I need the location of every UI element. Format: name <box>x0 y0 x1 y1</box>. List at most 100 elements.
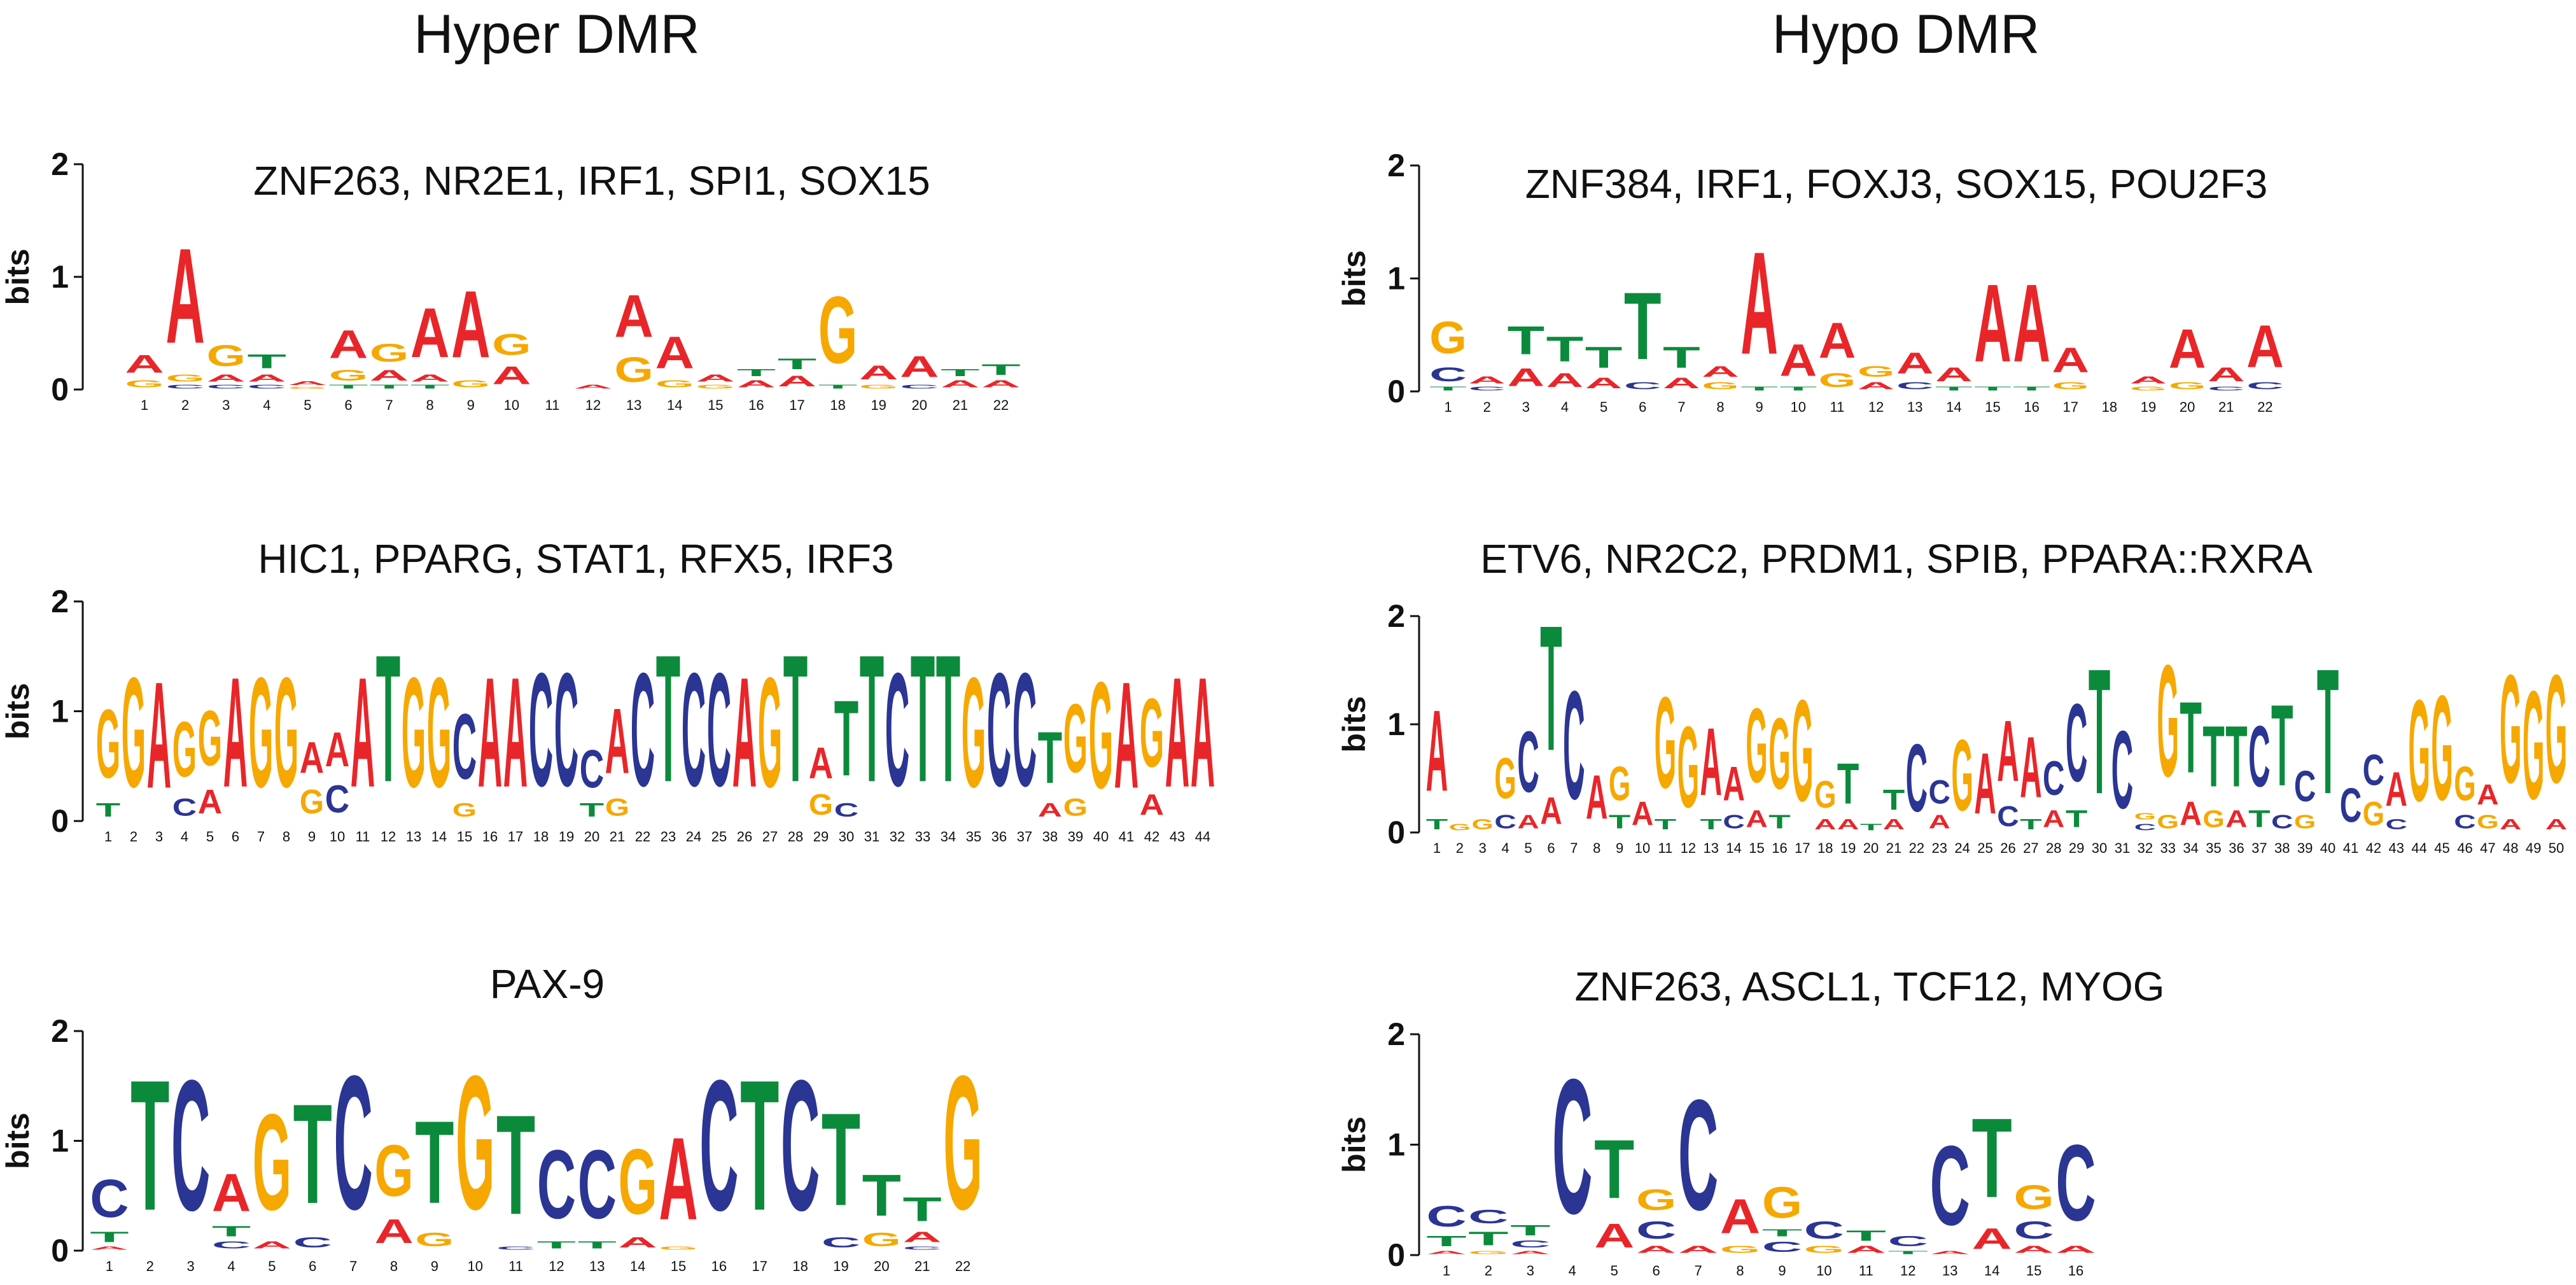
logo-letter-C: C <box>1429 363 1467 386</box>
logo-letter-A: A <box>1846 1244 1886 1255</box>
logo-letter-C: C <box>2066 681 2087 805</box>
logo-letter-A: A <box>2225 806 2247 832</box>
logo-letter-G: G <box>1063 684 1088 793</box>
logo-letter-T: T <box>1974 386 2012 391</box>
y-tick-label: 1 <box>1387 261 1405 297</box>
logo-letter-A: A <box>737 378 776 390</box>
logo-letter-T: T <box>2089 631 2110 831</box>
position-label: 16 <box>1772 840 1787 856</box>
y-tick-label: 2 <box>51 146 69 182</box>
logo-panel-2: HIC1, PPARG, STAT1, RFX5, IRF3012bitsTG1… <box>0 536 1215 845</box>
logo-letter-A: A <box>2500 816 2521 832</box>
position-label: 15 <box>671 1258 686 1274</box>
position-label: 47 <box>2480 840 2495 856</box>
position-label: 3 <box>155 829 163 845</box>
logo-letter-C: C <box>1804 1217 1844 1244</box>
logo-letter-T: T <box>212 1223 251 1240</box>
logo-letter-A: A <box>1585 374 1623 391</box>
logo-letter-A: A <box>1896 347 1934 381</box>
logo-letter-C: C <box>900 384 939 390</box>
position-label: 4 <box>1569 1263 1576 1279</box>
logo-letter-G: G <box>758 645 782 820</box>
position-label: 12 <box>549 1258 564 1274</box>
position-label: 22 <box>2257 399 2272 415</box>
logo-letter-C: C <box>1494 811 1516 832</box>
y-axis-label: bits <box>0 1113 36 1169</box>
position-label: 11 <box>508 1258 523 1274</box>
position-label: 26 <box>737 829 752 845</box>
logo-letter-C: C <box>781 1041 820 1249</box>
position-label: 13 <box>1942 1263 1957 1279</box>
logo-letter-A: A <box>1837 816 1859 832</box>
position-label: 40 <box>1093 829 1109 845</box>
logo-letter-A: A <box>1819 312 1856 369</box>
logo-letter-C: C <box>1906 724 1928 832</box>
logo-letter-G: G <box>253 1086 291 1239</box>
position-label: 2 <box>181 397 189 413</box>
position-label: 27 <box>762 829 778 845</box>
position-label: 16 <box>2024 399 2039 415</box>
logo-letter-A: A <box>325 722 349 777</box>
logo-letter-G: G <box>456 1036 494 1250</box>
position-label: 16 <box>2068 1263 2083 1279</box>
logo-letter-A: A <box>1746 806 1767 832</box>
logo-title: ZNF384, IRF1, FOXJ3, SOX15, POU2F3 <box>1525 161 2268 207</box>
logo-letter-G: G <box>655 378 694 390</box>
logo-title: ETV6, NR2C2, PRDM1, SPIB, PPARA::RXRA <box>1480 536 2313 582</box>
position-label: 19 <box>559 829 574 845</box>
y-axis-label: bits <box>1336 250 1372 307</box>
position-label: 6 <box>1653 1263 1660 1279</box>
position-label: 19 <box>871 397 886 413</box>
position-label: 8 <box>283 829 290 845</box>
logo-panel-5: ETV6, NR2C2, PRDM1, SPIB, PPARA::RXRA012… <box>1336 536 2567 856</box>
position-label: 1 <box>1444 399 1452 415</box>
logo-letter-T: T <box>1837 752 1859 817</box>
logo-letter-G: G <box>1472 817 1494 832</box>
y-tick-label: 2 <box>51 584 69 619</box>
position-label: 13 <box>1907 399 1922 415</box>
position-label: 2 <box>130 829 137 845</box>
position-label: 5 <box>1611 1263 1618 1279</box>
position-label: 3 <box>187 1258 195 1274</box>
logo-letter-C: C <box>834 799 858 821</box>
position-label: 36 <box>2229 840 2244 856</box>
position-label: 3 <box>222 397 230 413</box>
logo-letter-A: A <box>288 381 328 386</box>
logo-letter-C: C <box>496 1245 535 1251</box>
logo-letter-T: T <box>1468 1228 1508 1249</box>
logo-letter-T: T <box>329 384 368 390</box>
logo-letter-G: G <box>1609 757 1630 811</box>
position-label: 25 <box>711 829 727 845</box>
logo-title: ZNF263, ASCL1, TCF12, MYOG <box>1574 964 2164 1009</box>
logo-letter-C: C <box>537 1130 576 1239</box>
position-label: 32 <box>2138 840 2153 856</box>
logo-letter-G: G <box>2408 670 2430 831</box>
logo-letter-G: G <box>415 1228 454 1250</box>
position-label: 10 <box>504 397 519 413</box>
logo-letter-T: T <box>1038 717 1062 799</box>
logo-letter-G: G <box>1804 1244 1844 1255</box>
logo-letter-T: T <box>293 1074 332 1233</box>
position-label: 12 <box>585 397 601 413</box>
logo-letter-A: A <box>1930 1249 1970 1255</box>
logo-letter-C: C <box>903 1245 942 1251</box>
logo-letter-T: T <box>2180 682 2201 794</box>
position-label: 2 <box>1485 1263 1492 1279</box>
logo-letter-C: C <box>1563 660 1585 832</box>
logo-letter-T: T <box>862 1163 901 1229</box>
logo-letter-C: C <box>172 794 197 821</box>
position-label: 48 <box>2503 840 2518 856</box>
logo-letter-C: C <box>1723 811 1744 832</box>
position-label: 12 <box>1681 840 1696 856</box>
logo-letter-T: T <box>370 384 409 390</box>
logo-letter-G: G <box>1449 822 1471 832</box>
position-label: 10 <box>330 829 345 845</box>
logo-letter-C: C <box>171 1041 210 1249</box>
logo-letter-T: T <box>1546 329 1584 369</box>
position-label: 21 <box>953 397 968 413</box>
logo-letter-T: T <box>1585 341 1623 374</box>
logo-letter-G: G <box>300 782 324 820</box>
position-label: 4 <box>1502 840 1509 856</box>
logo-letter-C: C <box>1888 1233 1928 1249</box>
logo-letter-T: T <box>1426 817 1448 832</box>
